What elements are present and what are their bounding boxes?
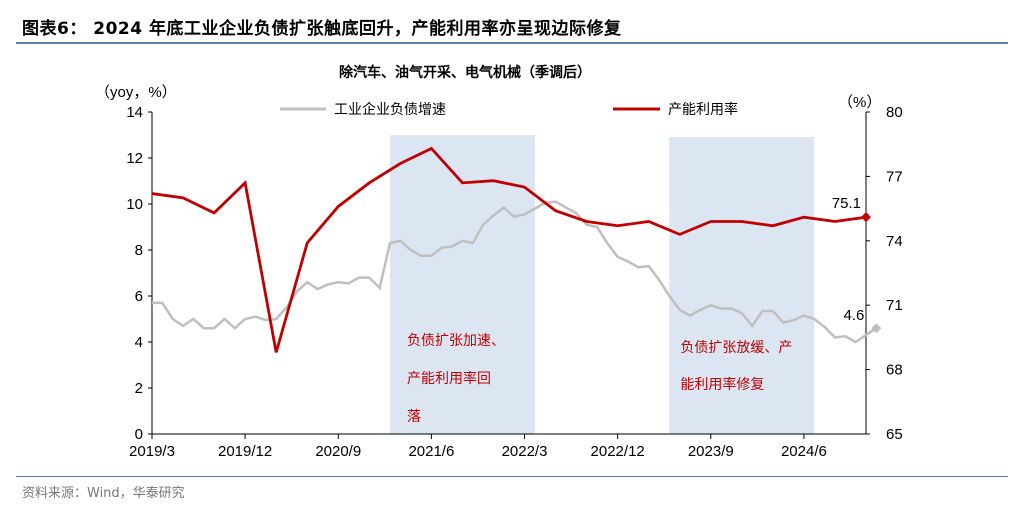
right-tick-label: 80 (886, 104, 903, 121)
shaded-period (669, 137, 815, 434)
right-tick-label: 71 (886, 297, 903, 314)
period-annotation: 产能利用率回 (407, 370, 491, 387)
left-tick-label: 0 (135, 426, 143, 443)
last-point-debt (871, 323, 882, 334)
left-tick-label: 8 (135, 242, 143, 259)
footer-divider (16, 476, 1008, 477)
period-annotation: 落 (407, 409, 421, 425)
period-annotation: 能利用率修复 (680, 376, 764, 393)
right-axis-label: （%） (838, 94, 881, 111)
right-tick-label: 65 (886, 426, 903, 443)
period-annotation: 负债扩张加速、 (407, 333, 505, 349)
right-tick-label: 74 (886, 233, 903, 250)
right-tick-label: 68 (886, 362, 903, 379)
right-tick-label: 77 (886, 168, 903, 185)
title-divider (16, 42, 1008, 44)
x-tick-label: 2022/3 (502, 443, 548, 460)
x-tick-label: 2020/9 (315, 443, 361, 460)
last-point-capacity (861, 212, 871, 223)
legend-label-capacity: 产能利用率 (668, 101, 738, 118)
series-line-debt (152, 200, 878, 344)
shaded-period (390, 135, 535, 434)
x-tick-label: 2019/3 (129, 443, 175, 460)
x-tick-label: 2019/12 (218, 443, 272, 460)
left-tick-label: 10 (126, 196, 143, 213)
left-tick-label: 12 (126, 150, 143, 167)
figure-title: 图表6： 2024 年底工业企业负债扩张触底回升，产能利用率亦呈现边际修复 (22, 19, 622, 39)
left-tick-label: 4 (135, 334, 143, 351)
x-tick-label: 2021/6 (408, 443, 454, 460)
chart-subtitle: 除汽车、油气开采、电气机械（季调后） (339, 64, 591, 81)
x-tick-label: 2023/9 (688, 443, 734, 460)
source-note: 资料来源：Wind，华泰研究 (22, 486, 185, 501)
data-label-capacity: 75.1 (832, 195, 861, 212)
series-line-capacity (151, 146, 867, 353)
left-tick-label: 2 (135, 380, 143, 397)
x-tick-label: 2024/6 (781, 443, 827, 460)
period-annotation: 负债扩张放缓、产 (680, 340, 792, 356)
legend-label-debt: 工业企业负债增速 (334, 101, 446, 118)
left-tick-label: 6 (135, 288, 143, 305)
data-label-debt: 4.6 (843, 307, 864, 324)
x-tick-label: 2022/12 (591, 443, 645, 460)
left-axis-label: （yoy，%） (95, 84, 177, 101)
left-tick-label: 14 (126, 104, 143, 121)
